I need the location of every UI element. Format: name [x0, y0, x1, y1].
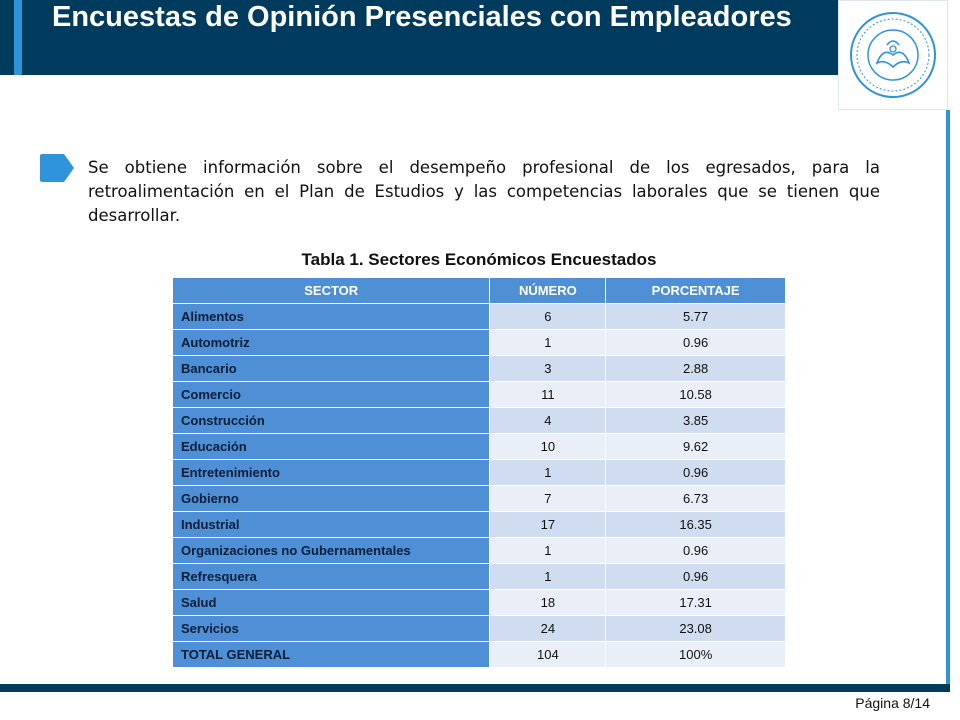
numero-cell: 1 — [489, 537, 607, 564]
numero-cell: 10 — [489, 433, 607, 460]
sector-cell: Refresquera — [171, 563, 491, 590]
table-row: Organizaciones no Gubernamentales 1 0.96 — [171, 537, 786, 564]
right-rail — [946, 110, 950, 686]
sector-cell: Industrial — [171, 511, 491, 538]
sector-cell: TOTAL GENERAL — [171, 641, 491, 668]
porcentaje-cell: 6.73 — [605, 485, 786, 512]
porcentaje-cell: 2.88 — [605, 355, 786, 382]
numero-cell: 1 — [489, 329, 607, 356]
sector-cell: Educación — [171, 433, 491, 460]
table-row: Industrial 17 16.35 — [171, 511, 786, 538]
slide-title: Encuestas de Opinión Presenciales con Em… — [52, 1, 792, 33]
sector-cell: Bancario — [171, 355, 491, 382]
column-header-sector: SECTOR — [171, 277, 491, 304]
porcentaje-cell: 16.35 — [605, 511, 786, 538]
porcentaje-cell: 23.08 — [605, 615, 786, 642]
intro-text: Se obtiene información sobre el desempeñ… — [88, 158, 880, 225]
table-row: Servicios 24 23.08 — [171, 615, 786, 642]
table-row: Construcción 4 3.85 — [171, 407, 786, 434]
table-row: Salud 18 17.31 — [171, 589, 786, 616]
porcentaje-cell: 9.62 — [605, 433, 786, 460]
numero-cell: 3 — [489, 355, 607, 382]
sector-cell: Automotriz — [171, 329, 491, 356]
numero-cell: 24 — [489, 615, 607, 642]
table-title: Tabla 1. Sectores Económicos Encuestados — [301, 250, 657, 269]
table-row: Educación 10 9.62 — [171, 433, 786, 460]
table-row: Comercio 11 10.58 — [171, 381, 786, 408]
numero-cell: 6 — [489, 303, 607, 330]
column-header-numero: NÚMERO — [489, 277, 607, 304]
sector-cell: Construcción — [171, 407, 491, 434]
table-header-row: SECTOR NÚMERO PORCENTAJE — [171, 277, 786, 304]
sector-cell: Gobierno — [171, 485, 491, 512]
porcentaje-cell: 0.96 — [605, 329, 786, 356]
table-row: Gobierno 7 6.73 — [171, 485, 786, 512]
porcentaje-cell: 0.96 — [605, 537, 786, 564]
table-body: Alimentos 6 5.77 Automotriz 1 0.96 Bancario 3 2.… — [171, 303, 786, 668]
porcentaje-cell: 5.77 — [605, 303, 786, 330]
porcentaje-cell: 0.96 — [605, 459, 786, 486]
table-row: Entretenimiento 1 0.96 — [171, 459, 786, 486]
numero-cell: 7 — [489, 485, 607, 512]
sector-cell: Salud — [171, 589, 491, 616]
logo-box — [838, 0, 948, 110]
numero-cell: 1 — [489, 563, 607, 590]
numero-cell: 17 — [489, 511, 607, 538]
porcentaje-cell: 0.96 — [605, 563, 786, 590]
table-row: Automotriz 1 0.96 — [171, 329, 786, 356]
numero-cell: 104 — [489, 641, 607, 668]
porcentaje-cell: 10.58 — [605, 381, 786, 408]
sector-cell: Alimentos — [171, 303, 491, 330]
header-accent-stripe — [14, 0, 22, 75]
sector-cell: Comercio — [171, 381, 491, 408]
numero-cell: 1 — [489, 459, 607, 486]
porcentaje-cell: 3.85 — [605, 407, 786, 434]
numero-cell: 18 — [489, 589, 607, 616]
header-bar — [0, 0, 838, 75]
porcentaje-cell: 17.31 — [605, 589, 786, 616]
pentagon-bullet-icon — [40, 154, 74, 182]
footer-bar — [0, 684, 950, 692]
sectors-table: SECTOR NÚMERO PORCENTAJE Alimentos 6 5.77 A… — [171, 277, 786, 668]
university-seal-icon — [850, 12, 936, 98]
sector-cell: Servicios — [171, 615, 491, 642]
sector-cell: Organizaciones no Gubernamentales — [171, 537, 491, 564]
column-header-porcentaje: PORCENTAJE — [605, 277, 786, 304]
table-row: Refresquera 1 0.96 — [171, 563, 786, 590]
page-number: Página 8/14 — [855, 695, 930, 711]
porcentaje-cell: 100% — [605, 641, 786, 668]
numero-cell: 11 — [489, 381, 607, 408]
table-row: Bancario 3 2.88 — [171, 355, 786, 382]
sector-cell: Entretenimiento — [171, 459, 491, 486]
table-row: Alimentos 6 5.77 — [171, 303, 786, 330]
numero-cell: 4 — [489, 407, 607, 434]
table-row: TOTAL GENERAL 104 100% — [171, 641, 786, 668]
